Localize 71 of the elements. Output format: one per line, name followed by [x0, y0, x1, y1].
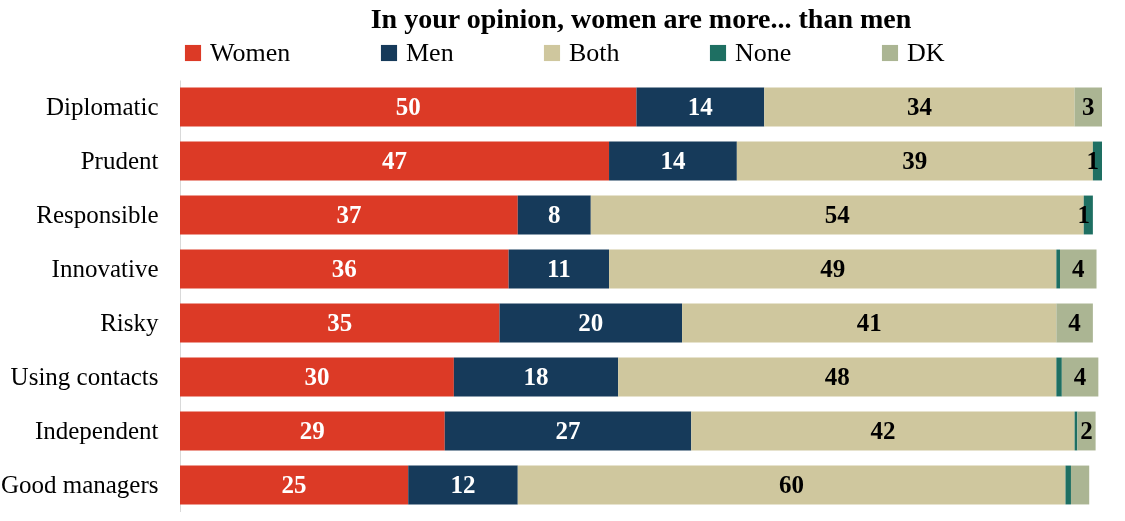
y-tick-label: Independent — [34, 417, 159, 444]
data-label: 50 — [395, 93, 421, 120]
y-tick-label: Using contacts — [10, 363, 159, 390]
data-label: 4 — [1068, 309, 1082, 336]
data-label: 20 — [578, 309, 604, 336]
y-tick-label: Prudent — [80, 147, 159, 174]
bar — [1056, 357, 1062, 397]
bar — [499, 303, 683, 343]
bar — [180, 357, 454, 397]
data-label: 41 — [856, 309, 882, 336]
data-label: 54 — [824, 201, 851, 228]
bar — [453, 357, 619, 397]
bar — [508, 249, 610, 289]
data-label: 18 — [523, 363, 549, 390]
bar — [180, 141, 610, 181]
y-tick-label: Risky — [100, 309, 159, 336]
y-tick-label: Good managers — [0, 471, 159, 498]
y-tick-label: Innovative — [51, 255, 159, 282]
data-label: 3 — [1082, 93, 1095, 120]
bar — [180, 87, 637, 127]
data-label: 14 — [687, 93, 714, 120]
data-label: 2 — [1080, 417, 1093, 444]
bar — [180, 303, 500, 343]
bar — [517, 465, 1066, 505]
data-label: 37 — [336, 201, 362, 228]
bar — [517, 195, 591, 235]
bar — [764, 87, 1075, 127]
data-label: 36 — [331, 255, 357, 282]
data-label: 47 — [382, 147, 408, 174]
data-label: 12 — [450, 471, 476, 498]
bar — [180, 465, 409, 505]
bar — [636, 87, 765, 127]
bar — [180, 249, 509, 289]
data-label: 60 — [779, 471, 805, 498]
bar — [682, 303, 1057, 343]
y-tick-label: Diplomatic — [46, 93, 159, 120]
bar — [609, 141, 737, 181]
bar — [444, 411, 692, 451]
bar — [691, 411, 1075, 451]
bar — [1070, 465, 1090, 505]
legend-label: Both — [569, 38, 620, 67]
bar — [1056, 249, 1061, 289]
data-label: 14 — [660, 147, 686, 174]
data-label: 29 — [299, 417, 325, 444]
data-label: 48 — [824, 363, 850, 390]
legend-label: None — [735, 38, 792, 67]
bar — [609, 249, 1057, 289]
data-label: 49 — [820, 255, 846, 282]
chart-title: In your opinion, women are more... than men — [370, 3, 912, 34]
bar — [408, 465, 518, 505]
data-label: 42 — [870, 417, 896, 444]
legend-label: Men — [406, 38, 454, 67]
y-tick-label: Responsible — [36, 201, 159, 228]
data-label: 30 — [304, 363, 330, 390]
bar — [180, 195, 518, 235]
data-label: 8 — [548, 201, 561, 228]
data-label: 39 — [902, 147, 928, 174]
bar — [618, 357, 1057, 397]
data-label: 35 — [327, 309, 353, 336]
data-label: 27 — [555, 417, 581, 444]
bar — [1056, 303, 1093, 343]
data-label: 34 — [906, 93, 933, 120]
legend-label: DK — [907, 38, 945, 67]
bar — [1060, 249, 1097, 289]
data-label: 25 — [281, 471, 307, 498]
bar — [1065, 465, 1071, 505]
data-label: 11 — [547, 255, 571, 282]
data-label: 4 — [1073, 363, 1087, 390]
bar — [180, 411, 445, 451]
data-label: 4 — [1072, 255, 1086, 282]
legend-label: Women — [210, 38, 291, 67]
